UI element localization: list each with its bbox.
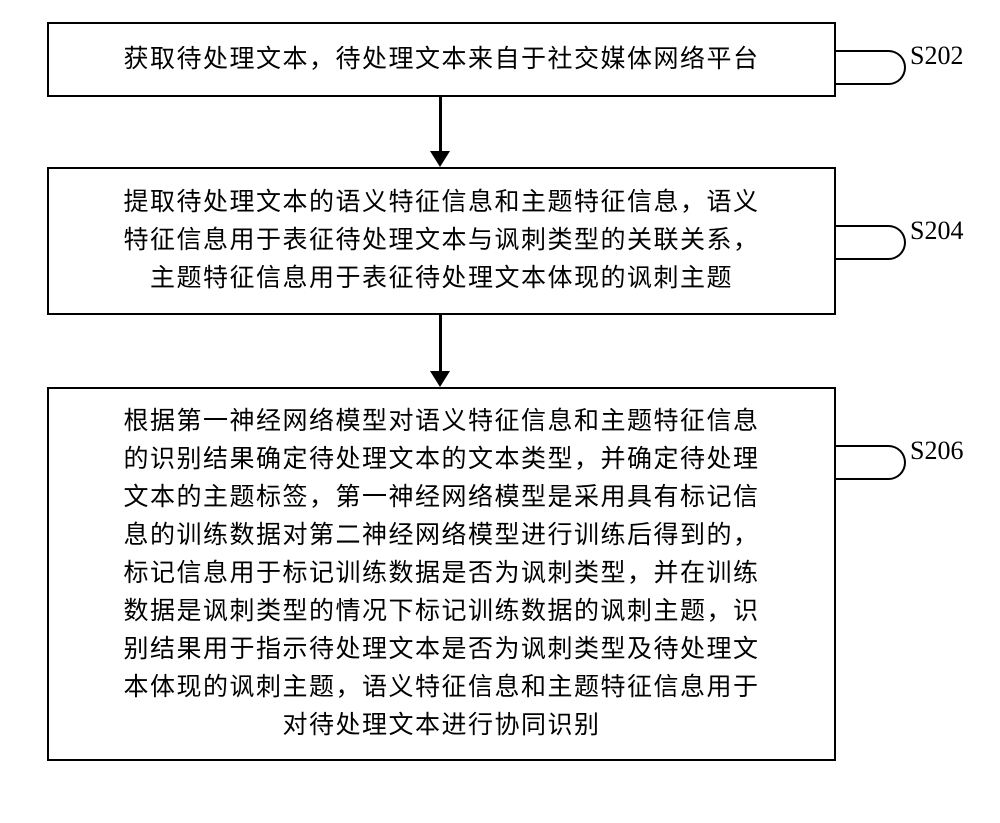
step-text-line: 主题特征信息用于表征待处理文本体现的讽刺主题	[49, 260, 834, 298]
step-text-line: 根据第一神经网络模型对语义特征信息和主题特征信息	[49, 403, 834, 441]
arrow-head-icon	[430, 151, 450, 167]
step-text-line: 对待处理文本进行协同识别	[49, 707, 834, 745]
flow-step-s202: 获取待处理文本，待处理文本来自于社交媒体网络平台	[47, 22, 836, 97]
arrow-head-icon	[430, 371, 450, 387]
step-text-line: 息的训练数据对第二神经网络模型进行训练后得到的，	[49, 517, 834, 555]
flow-step-s204: 提取待处理文本的语义特征信息和主题特征信息，语义特征信息用于表征待处理文本与讽刺…	[47, 167, 836, 315]
label-connector-bracket	[836, 50, 906, 85]
flow-step-s206: 根据第一神经网络模型对语义特征信息和主题特征信息的识别结果确定待处理文本的文本类…	[47, 387, 836, 761]
step-text-line: 本体现的讽刺主题，语义特征信息和主题特征信息用于	[49, 669, 834, 707]
step-text-line: 的识别结果确定待处理文本的文本类型，并确定待处理	[49, 441, 834, 479]
step-label-s206: S206	[910, 436, 963, 466]
step-text-line: 文本的主题标签，第一神经网络模型是采用具有标记信	[49, 479, 834, 517]
flowchart-canvas: 获取待处理文本，待处理文本来自于社交媒体网络平台 S202 提取待处理文本的语义特征…	[0, 0, 1000, 823]
step-text-line: 数据是讽刺类型的情况下标记训练数据的讽刺主题，识	[49, 593, 834, 631]
label-connector-bracket	[836, 445, 906, 480]
step-label-s204: S204	[910, 216, 963, 246]
step-label-s202: S202	[910, 41, 963, 71]
step-text-line: 提取待处理文本的语义特征信息和主题特征信息，语义	[49, 184, 834, 222]
step-text-line: 别结果用于指示待处理文本是否为讽刺类型及待处理文	[49, 631, 834, 669]
arrow-shaft	[439, 315, 442, 371]
arrow-shaft	[439, 97, 442, 151]
step-text-line: 特征信息用于表征待处理文本与讽刺类型的关联关系，	[49, 222, 834, 260]
step-text-line: 获取待处理文本，待处理文本来自于社交媒体网络平台	[49, 41, 834, 79]
step-text-line: 标记信息用于标记训练数据是否为讽刺类型，并在训练	[49, 555, 834, 593]
label-connector-bracket	[836, 225, 906, 260]
